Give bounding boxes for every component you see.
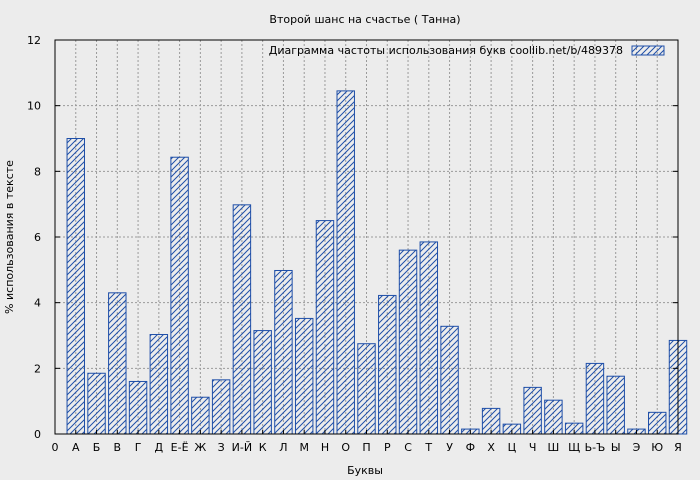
x-tick-label: 0 [52, 441, 59, 454]
y-tick-label: 12 [27, 34, 41, 47]
x-tick-label: Ь-Ъ [585, 441, 606, 454]
x-tick-label: А [72, 441, 80, 454]
bar-Ы [606, 375, 625, 435]
bar-Л [274, 269, 293, 435]
bar-Ж [191, 396, 210, 435]
chart-title: Второй шанс на счастье ( Танна) [269, 13, 460, 26]
legend-swatch [631, 45, 665, 56]
bar-У [440, 325, 459, 435]
x-tick-label: И-Й [232, 441, 252, 454]
bar-Р [378, 294, 397, 435]
x-tick-label: Я [674, 441, 682, 454]
bar-Ь-Ъ [585, 362, 605, 435]
y-tick-label: 6 [34, 231, 41, 244]
y-tick-label: 10 [27, 100, 41, 113]
y-tick-label: 4 [34, 297, 41, 310]
bar-А [66, 138, 85, 435]
bar-К [253, 330, 272, 435]
x-tick-label: К [259, 441, 267, 454]
x-tick-label: М [299, 441, 309, 454]
bar-Ш [544, 399, 563, 435]
bar-Ч [523, 386, 542, 435]
x-tick-label: Х [487, 441, 495, 454]
x-tick-label: Ы [611, 441, 621, 454]
x-tick-label: Н [321, 441, 329, 454]
x-tick-label: Ю [651, 441, 663, 454]
legend: Диаграмма частоты использования букв coo… [269, 44, 665, 57]
x-tick-label: С [404, 441, 412, 454]
x-axis-label: Буквы [347, 464, 383, 477]
x-tick-label: О [341, 441, 350, 454]
bar-З [211, 379, 231, 435]
bar-Н [315, 220, 335, 435]
bar-Г [128, 380, 148, 435]
bar-Т [419, 241, 439, 435]
bar-П [357, 343, 376, 435]
x-tick-label: Л [279, 441, 287, 454]
bar-М [294, 317, 314, 435]
x-tick-label: Э [633, 441, 641, 454]
bar-И-Й [232, 204, 252, 435]
x-tick-label: Е-Ё [171, 441, 189, 454]
y-tick-label: 0 [34, 428, 41, 441]
x-tick-label: У [446, 441, 453, 454]
bars [66, 90, 688, 435]
y-axis-label: % использования в тексте [3, 160, 16, 314]
x-tick-label: В [114, 441, 122, 454]
bar-Б [87, 372, 106, 435]
bar-Е-Ё [170, 156, 189, 435]
bar-С [398, 249, 418, 435]
bar-Д [149, 334, 169, 435]
x-axis: 0 А Б В Г Д Е-Ё Ж З И-Й К Л М Н О П Р С Т У Ф Х Ц Ч Ш Щ Ь-Ъ Ы Э Ю Я [52, 430, 682, 454]
x-tick-label: П [362, 441, 370, 454]
x-tick-label: Ф [466, 441, 475, 454]
x-tick-label: Т [424, 441, 432, 454]
y-tick-label: 8 [34, 165, 41, 178]
y-axis: 0 2 4 6 8 10 12 [27, 34, 678, 441]
x-tick-label: Ц [508, 441, 517, 454]
x-tick-label: Б [93, 441, 101, 454]
x-tick-label: Д [155, 441, 164, 454]
legend-label: Диаграмма частоты использования букв coo… [269, 44, 623, 57]
x-tick-label: Г [135, 441, 142, 454]
x-tick-label: Ж [194, 441, 206, 454]
x-tick-label: Ч [529, 441, 537, 454]
x-tick-label: З [218, 441, 225, 454]
x-tick-label: Ш [548, 441, 560, 454]
y-tick-label: 2 [34, 362, 41, 375]
bar-В [108, 292, 127, 435]
bar-О [336, 90, 355, 435]
x-tick-label: Р [384, 441, 391, 454]
x-tick-label: Щ [568, 441, 580, 454]
